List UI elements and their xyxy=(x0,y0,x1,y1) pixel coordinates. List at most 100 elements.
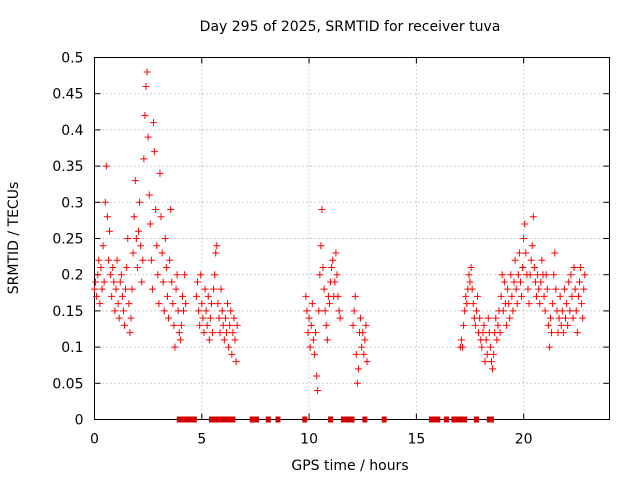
data-point xyxy=(222,329,230,337)
data-point xyxy=(499,307,507,315)
data-point xyxy=(468,285,476,293)
data-point xyxy=(479,329,487,337)
data-point xyxy=(119,307,127,315)
data-point xyxy=(320,285,328,293)
data-point xyxy=(93,292,101,300)
data-point xyxy=(329,256,337,264)
data-point xyxy=(492,314,500,322)
data-point xyxy=(362,321,370,329)
data-point xyxy=(114,300,122,308)
data-point xyxy=(138,278,146,286)
data-point xyxy=(206,314,214,322)
data-point xyxy=(173,271,181,279)
data-point xyxy=(204,292,212,300)
data-point xyxy=(520,235,528,242)
data-point xyxy=(577,263,585,271)
data-point xyxy=(309,336,317,344)
data-point xyxy=(508,292,516,300)
data-point xyxy=(171,343,179,351)
data-point xyxy=(538,256,546,264)
data-point xyxy=(307,321,315,329)
zero-point xyxy=(230,416,236,423)
data-point xyxy=(466,278,474,286)
data-point xyxy=(357,314,365,322)
data-point xyxy=(100,278,108,286)
data-point xyxy=(136,198,144,206)
data-point xyxy=(505,300,513,308)
x-axis-label: GPS time / hours xyxy=(291,458,408,474)
data-point xyxy=(573,329,581,337)
data-point xyxy=(550,271,558,279)
data-point xyxy=(211,271,219,279)
data-point xyxy=(177,321,185,329)
data-point xyxy=(104,256,112,264)
zero-point xyxy=(214,416,220,423)
data-point xyxy=(146,220,154,228)
data-point xyxy=(111,307,119,315)
data-point xyxy=(103,213,111,221)
data-point xyxy=(203,321,211,329)
y-tick-label: 0.5 xyxy=(61,51,83,67)
data-point xyxy=(515,249,523,257)
data-point xyxy=(568,292,576,300)
data-point xyxy=(332,249,340,257)
data-point xyxy=(145,191,153,199)
data-point xyxy=(557,321,565,329)
data-point xyxy=(226,321,234,329)
data-point xyxy=(493,336,501,344)
data-point xyxy=(210,285,218,293)
data-point xyxy=(565,278,573,286)
data-point xyxy=(580,285,588,293)
data-point xyxy=(232,358,240,366)
zero-point xyxy=(249,416,255,423)
data-point xyxy=(354,365,362,373)
data-point xyxy=(221,314,229,322)
data-point xyxy=(457,336,465,344)
tick-labels: 0 0.05 0.1 0.15 0.2 0.25 0.3 0.35 0.4 0.45 0.5 0 5 10… xyxy=(52,51,532,448)
chart-title: Day 295 of 2025, SRMTID for receiver tuv… xyxy=(200,19,501,35)
data-point xyxy=(310,350,318,358)
data-point xyxy=(486,343,494,351)
data-point xyxy=(218,307,226,315)
data-point xyxy=(481,358,489,366)
data-point xyxy=(92,278,100,286)
data-point xyxy=(516,278,524,286)
data-point xyxy=(469,300,477,308)
data-point xyxy=(317,242,325,250)
zero-point xyxy=(217,416,223,423)
data-point xyxy=(112,285,120,293)
data-point xyxy=(331,278,339,286)
data-point xyxy=(312,329,320,337)
data-point xyxy=(224,300,232,308)
data-point xyxy=(192,292,200,300)
data-point xyxy=(139,256,147,264)
data-point xyxy=(131,177,139,185)
data-point xyxy=(556,292,564,300)
y-tick-label: 0.45 xyxy=(52,87,83,103)
data-point xyxy=(546,314,554,322)
zero-point xyxy=(254,416,260,423)
data-point xyxy=(202,307,210,315)
y-tick-label: 0.2 xyxy=(61,268,83,284)
data-point xyxy=(308,300,316,308)
data-point xyxy=(142,82,150,90)
data-point xyxy=(506,314,514,322)
data-point xyxy=(107,271,115,279)
data-point xyxy=(231,336,239,344)
data-point xyxy=(512,285,520,293)
data-point xyxy=(490,350,498,358)
data-point xyxy=(558,307,566,315)
data-point xyxy=(476,314,484,322)
data-point xyxy=(562,314,570,322)
data-point xyxy=(522,249,530,257)
data-point xyxy=(109,263,117,271)
data-point xyxy=(478,343,486,351)
data-point xyxy=(116,278,124,286)
data-point xyxy=(304,329,312,337)
data-point xyxy=(333,271,341,279)
data-point xyxy=(165,314,173,322)
data-point xyxy=(117,271,125,279)
data-point xyxy=(196,321,204,329)
data-point xyxy=(461,307,469,315)
